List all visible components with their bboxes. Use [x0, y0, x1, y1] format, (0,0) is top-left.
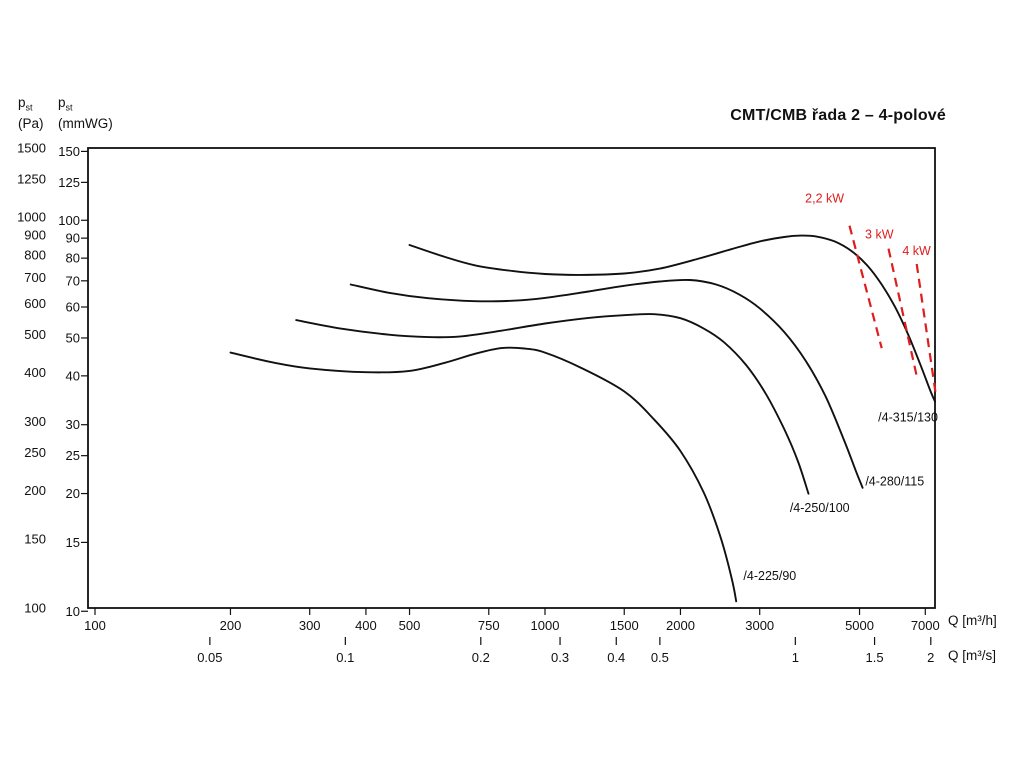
curve-/4-225/90	[229, 346, 738, 603]
x-tick-label-m3h: 1000	[531, 618, 560, 633]
y-axis-header-pa: pst (Pa)	[18, 95, 44, 132]
y-tick-label-pa: 900	[24, 227, 46, 242]
x-tick-label-m3s: 1.5	[866, 650, 884, 665]
y-axis-symbol-pa: pst	[18, 95, 33, 113]
chart-title: CMT/CMB řada 2 – 4-polové	[730, 107, 946, 124]
x-tick-label-m3s: 0.4	[607, 650, 625, 665]
y-tick-label-mmwg: 80	[66, 251, 80, 266]
x-tick-label-m3h: 500	[399, 618, 421, 633]
x-tick-label-m3s: 0.1	[336, 650, 354, 665]
x-axis-unit-m3h: Q [m³/h]	[948, 613, 997, 628]
y-tick-label-mmwg: 15	[66, 535, 80, 550]
curve-label: /4-225/90	[743, 569, 796, 583]
y-tick-label-pa: 1000	[17, 210, 46, 225]
y-tick-label-pa: 300	[24, 414, 46, 429]
y-tick-label-mmwg: 20	[66, 486, 80, 501]
y-tick-label-pa: 100	[24, 601, 46, 616]
power-limit-line	[915, 263, 938, 398]
y-tick-label-mmwg: 100	[58, 213, 80, 228]
curve-label: /4-315/130	[878, 410, 938, 424]
y-tick-label-pa: 200	[24, 483, 46, 498]
curve-label: /4-250/100	[790, 501, 850, 515]
y-tick-label-pa: 500	[24, 327, 46, 342]
y-tick-label-pa: 250	[24, 445, 46, 460]
y-tick-label-pa: 1250	[17, 172, 46, 187]
y-axis-unit-pa: (Pa)	[18, 115, 44, 131]
y-tick-label-pa: 700	[24, 270, 46, 285]
x-tick-label-m3h: 1500	[610, 618, 639, 633]
x-tick-label-m3s: 0.2	[472, 650, 490, 665]
plot-border	[87, 147, 936, 609]
x-axis-unit-m3s: Q [m³/s]	[948, 648, 996, 663]
x-tick-label-m3h: 3000	[745, 618, 774, 633]
x-tick-label-m3h: 2000	[666, 618, 695, 633]
curve-/4-315/130	[408, 234, 937, 403]
y-tick-label-mmwg: 70	[66, 273, 80, 288]
x-tick-label-m3h: 300	[299, 618, 321, 633]
x-tick-label-m3s: 1	[792, 650, 799, 665]
y-tick-label-pa: 600	[24, 296, 46, 311]
x-tick-label-m3s: 2	[927, 650, 934, 665]
y-axis-header-mmwg: pst (mmWG)	[58, 95, 113, 132]
x-tick-label-m3s: 0.5	[651, 650, 669, 665]
curve-/4-250/100	[295, 313, 810, 495]
y-tick-label-pa: 1500	[17, 141, 46, 156]
y-tick-label-mmwg: 25	[66, 448, 80, 463]
power-limit-label: 3 kW	[865, 228, 894, 242]
x-tick-label-m3h: 750	[478, 618, 500, 633]
x-tick-label-m3h: 100	[84, 618, 106, 633]
power-limit-line	[887, 248, 918, 377]
y-tick-label-mmwg: 60	[66, 300, 80, 315]
y-tick-label-mmwg: 125	[58, 175, 80, 190]
y-axis-unit-mmwg: (mmWG)	[58, 115, 113, 131]
power-limit-line	[848, 225, 883, 349]
y-tick-label-pa: 150	[24, 532, 46, 547]
x-tick-label-m3s: 0.3	[551, 650, 569, 665]
x-tick-label-m3h: 400	[355, 618, 377, 633]
y-tick-label-mmwg: 40	[66, 368, 80, 383]
power-limit-label: 4 kW	[902, 244, 931, 258]
y-tick-label-mmwg: 150	[58, 144, 80, 159]
y-tick-label-mmwg: 50	[66, 330, 80, 345]
y-tick-label-pa: 800	[24, 247, 46, 262]
y-tick-label-mmwg: 30	[66, 417, 80, 432]
curve-/4-280/115	[349, 278, 864, 489]
x-tick-label-m3h: 7000	[911, 618, 940, 633]
y-axis-symbol-mmwg: pst	[58, 95, 73, 113]
x-tick-label-m3h: 5000	[845, 618, 874, 633]
x-tick-label-m3h: 200	[220, 618, 242, 633]
y-tick-label-mmwg: 90	[66, 231, 80, 246]
power-limit-label: 2,2 kW	[805, 191, 844, 205]
curve-label: /4-280/115	[865, 474, 924, 488]
y-tick-label-mmwg: 10	[66, 604, 80, 619]
y-tick-label-pa: 400	[24, 365, 46, 380]
x-tick-label-m3s: 0.05	[197, 650, 222, 665]
